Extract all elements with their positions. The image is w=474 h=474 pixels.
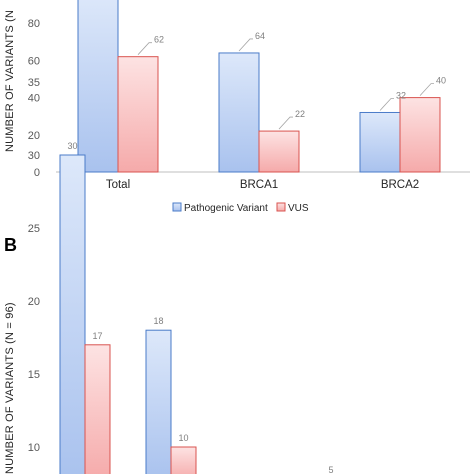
panel-a-y-tick-label: 40 [28, 93, 40, 105]
bar-pathogenic-1 [218, 52, 260, 173]
panel-b-data-labels: 3018717105 [67, 141, 333, 474]
panel-a-y-ticks: 0 20 40 60 80 [28, 18, 40, 179]
bar-pathogenic-b0 [59, 154, 86, 474]
legend-swatch-vus [276, 202, 286, 212]
panel-b: B NUMBER OF VARIANTS (N = 96) 10 15 20 25 30… [4, 77, 334, 474]
bar-vus-b1 [170, 446, 197, 474]
bar-pathogenic-2 [359, 111, 401, 173]
leader-line [419, 83, 434, 96]
panel-a-category-labels: Total BRCA1 BRCA2 [106, 179, 419, 191]
data-label: 64 [255, 31, 265, 41]
category-label: BRCA2 [381, 179, 419, 191]
bar-pathogenic-0 [77, 0, 119, 173]
panel-b-y-tick-label: 20 [28, 296, 40, 308]
bar-vus-2 [399, 97, 441, 173]
legend-swatch-pathogenic [172, 202, 182, 212]
panel-a-y-tick-label: 80 [28, 18, 40, 30]
panel-a-data-labels: 62 64 22 32 40 [137, 31, 446, 130]
data-label: 18 [153, 316, 163, 326]
bar-vus-0 [117, 56, 159, 173]
data-label: 40 [436, 76, 446, 86]
panel-b-y-tick-label: 30 [28, 150, 40, 162]
leader-line [278, 116, 293, 130]
data-label: 30 [67, 141, 77, 151]
bar-pathogenic-b1 [145, 329, 172, 474]
leader-line [379, 98, 394, 111]
panel-a-y-tick-label: 20 [28, 130, 40, 142]
leader-line [238, 38, 253, 52]
panel-a-bars [77, 0, 441, 173]
leader-line [137, 42, 152, 55]
panel-b-letter: B [4, 235, 17, 255]
legend: Pathogenic Variant VUS [172, 202, 309, 214]
panel-b-bars [59, 154, 197, 474]
panel-b-y-tick-label: 35 [28, 77, 40, 89]
panel-b-y-tick-label: 10 [28, 442, 40, 454]
panel-a-y-axis-title: NUMBER OF VARIANTS (N [4, 10, 16, 152]
bar-vus-b0 [84, 344, 111, 474]
panel-b-y-ticks: 10 15 20 25 30 35 [28, 77, 40, 454]
bar-vus-1 [258, 130, 300, 173]
panel-b-y-tick-label: 25 [28, 223, 40, 235]
panel-a-y-tick-label: 60 [28, 55, 40, 67]
data-label: 10 [178, 433, 188, 443]
data-label: 32 [396, 90, 406, 100]
legend-label-vus: VUS [288, 203, 309, 214]
panel-b-y-axis-title: NUMBER OF VARIANTS (N = 96) [4, 302, 16, 474]
panel-a: NUMBER OF VARIANTS (N 0 20 40 60 80 62 64 22 32… [4, 0, 470, 214]
legend-label-pathogenic: Pathogenic Variant [184, 203, 268, 214]
category-label: BRCA1 [240, 179, 278, 191]
data-label: 17 [92, 331, 102, 341]
data-label: 22 [295, 109, 305, 119]
data-label: 62 [154, 35, 164, 45]
data-label: 5 [328, 465, 333, 474]
panel-b-y-tick-label: 15 [28, 369, 40, 381]
category-label: Total [106, 179, 130, 191]
panel-a-y-tick-label: 0 [34, 167, 40, 179]
